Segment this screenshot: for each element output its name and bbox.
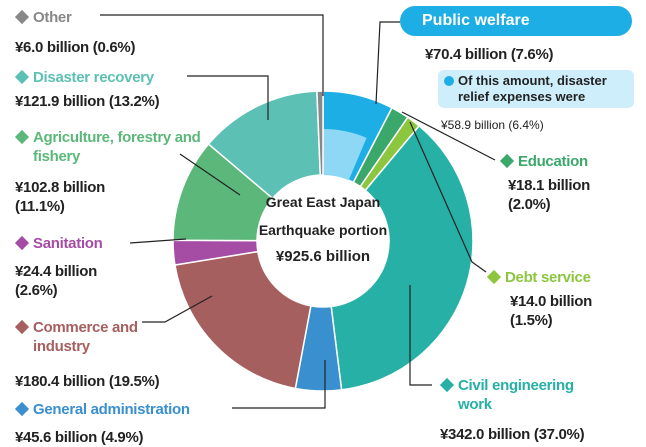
legend-marker — [14, 235, 30, 251]
leader-line — [187, 75, 269, 120]
category-name: General administration — [33, 401, 190, 418]
value-label: ¥14.0 billion (1.5%) — [510, 293, 592, 329]
donut-slice — [330, 124, 474, 391]
annotation-text: Of this amount, disaster relief expenses… — [458, 73, 607, 104]
value-label: ¥45.6 billion (4.9%) — [15, 429, 144, 446]
leader-line — [401, 111, 496, 161]
leader-line — [100, 14, 324, 96]
category-name: Civil engineering work — [458, 377, 574, 413]
value-label: ¥70.4 billion (7.6%) — [425, 46, 554, 63]
legend-marker — [14, 319, 30, 335]
category-label: Public welfare — [400, 6, 632, 36]
annotation-dot — [444, 76, 454, 86]
category-label: Disaster recovery — [14, 68, 205, 87]
legend-marker — [499, 153, 515, 169]
category-label: Agriculture, forestry and fishery — [14, 128, 205, 166]
value-label: ¥121.9 billion (13.2%) — [15, 93, 160, 110]
value-label: ¥6.0 billion (0.6%) — [15, 39, 136, 56]
category-name: Sanitation — [33, 235, 103, 252]
category-label: Civil engineering work — [439, 376, 610, 414]
annotation-value: ¥58.9 billion (6.4%) — [441, 118, 544, 132]
legend-marker — [439, 377, 455, 393]
value-label: ¥24.4 billion (2.6%) — [15, 263, 97, 299]
legend-marker — [14, 69, 30, 85]
value-label: ¥102.8 billion (11.1%) — [15, 179, 106, 215]
leader-line — [129, 238, 187, 244]
sub-slice — [323, 129, 367, 181]
leader-line — [142, 295, 213, 323]
legend-marker — [14, 129, 30, 145]
legend-marker — [14, 9, 30, 25]
value-label: ¥180.4 billion (19.5%) — [15, 373, 160, 390]
leader-line — [409, 121, 487, 273]
category-label: Other — [14, 8, 135, 27]
leader-line — [179, 153, 241, 196]
legend-marker — [486, 269, 502, 285]
value-label: ¥342.0 billion (37.0%) — [440, 426, 585, 443]
category-label: Debt service — [486, 268, 637, 287]
category-label: General administration — [14, 400, 245, 419]
category-name: Disaster recovery — [33, 69, 154, 86]
value-label: ¥18.1 billion (2.0%) — [508, 177, 590, 213]
donut-slice — [174, 250, 312, 390]
category-label: Education — [499, 152, 646, 171]
category-name: Commerce and industry — [33, 319, 138, 355]
leader-line — [232, 360, 326, 409]
leader-line — [409, 285, 432, 386]
category-name: Agriculture, forestry and fishery — [33, 129, 201, 165]
center-label: Great East Japan Earthquake portion — [258, 194, 388, 238]
category-name: Other — [33, 9, 72, 26]
category-name: Debt service — [505, 269, 591, 286]
category-label: Commerce and industry — [14, 318, 165, 356]
category-name: Education — [518, 153, 588, 170]
leader-line — [375, 21, 400, 105]
total-label: ¥925.6 billion — [275, 248, 371, 265]
annotation-box: Of this amount, disaster relief expenses… — [438, 70, 634, 108]
legend-marker — [14, 401, 30, 417]
category-label: Sanitation — [14, 234, 165, 253]
donut-slice — [316, 90, 324, 176]
